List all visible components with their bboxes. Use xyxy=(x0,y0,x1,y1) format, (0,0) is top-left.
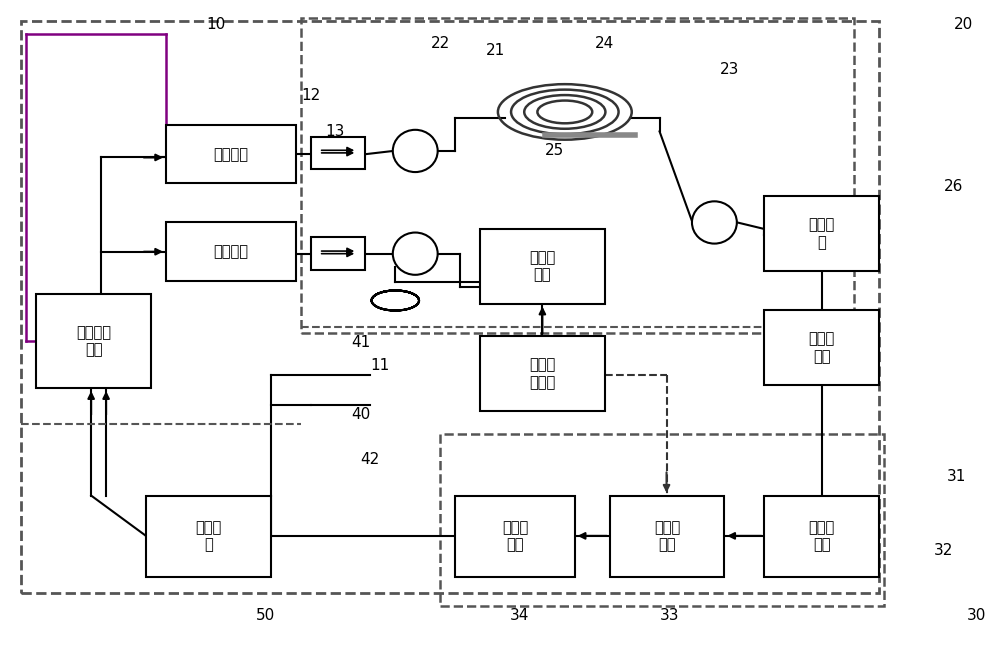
FancyBboxPatch shape xyxy=(764,197,879,271)
Text: 带通滤
波器: 带通滤 波器 xyxy=(808,520,835,552)
Text: 总控中
心: 总控中 心 xyxy=(195,520,221,552)
Text: 41: 41 xyxy=(351,335,370,350)
Bar xyxy=(440,434,884,606)
FancyBboxPatch shape xyxy=(311,238,365,270)
Text: 20: 20 xyxy=(954,16,973,31)
Text: 锁相放
大器: 锁相放 大器 xyxy=(654,520,680,552)
Text: 光电探
测器: 光电探 测器 xyxy=(808,332,835,364)
Text: 相位补
偿器: 相位补 偿器 xyxy=(529,250,556,283)
Text: 23: 23 xyxy=(720,62,739,77)
Bar xyxy=(301,18,854,333)
Text: 33: 33 xyxy=(660,609,679,624)
Text: 数据采
集卡: 数据采 集卡 xyxy=(502,520,528,552)
Text: 11: 11 xyxy=(371,358,390,373)
FancyBboxPatch shape xyxy=(480,336,605,411)
Text: 50: 50 xyxy=(256,609,275,624)
FancyBboxPatch shape xyxy=(764,310,879,385)
Text: 10: 10 xyxy=(206,16,225,31)
Text: 26: 26 xyxy=(944,179,963,194)
Text: 31: 31 xyxy=(947,469,966,484)
Text: 30: 30 xyxy=(967,609,986,624)
FancyBboxPatch shape xyxy=(455,496,575,577)
Text: 21: 21 xyxy=(485,42,505,57)
FancyBboxPatch shape xyxy=(166,223,296,281)
Text: 42: 42 xyxy=(361,453,380,468)
Text: 反馈控
制单元: 反馈控 制单元 xyxy=(529,357,556,390)
Text: 40: 40 xyxy=(351,407,370,422)
FancyBboxPatch shape xyxy=(480,229,605,304)
FancyBboxPatch shape xyxy=(764,496,879,577)
FancyBboxPatch shape xyxy=(311,136,365,169)
Text: 探测激光: 探测激光 xyxy=(213,244,248,259)
Text: 34: 34 xyxy=(510,609,530,624)
Text: 32: 32 xyxy=(934,543,953,558)
Text: 激光发射
装置: 激光发射 装置 xyxy=(76,325,111,357)
Text: 22: 22 xyxy=(431,36,450,51)
Bar xyxy=(21,21,879,593)
FancyBboxPatch shape xyxy=(36,294,151,389)
Text: 25: 25 xyxy=(545,144,564,159)
FancyBboxPatch shape xyxy=(146,496,271,577)
FancyBboxPatch shape xyxy=(610,496,724,577)
Text: 泵浦激光: 泵浦激光 xyxy=(213,147,248,162)
Text: 13: 13 xyxy=(326,124,345,139)
Ellipse shape xyxy=(393,130,438,172)
Text: 24: 24 xyxy=(595,36,614,51)
Text: 12: 12 xyxy=(301,88,320,103)
FancyBboxPatch shape xyxy=(166,125,296,183)
Ellipse shape xyxy=(393,232,438,275)
Ellipse shape xyxy=(692,201,737,244)
Text: 光滤波
器: 光滤波 器 xyxy=(808,217,835,250)
